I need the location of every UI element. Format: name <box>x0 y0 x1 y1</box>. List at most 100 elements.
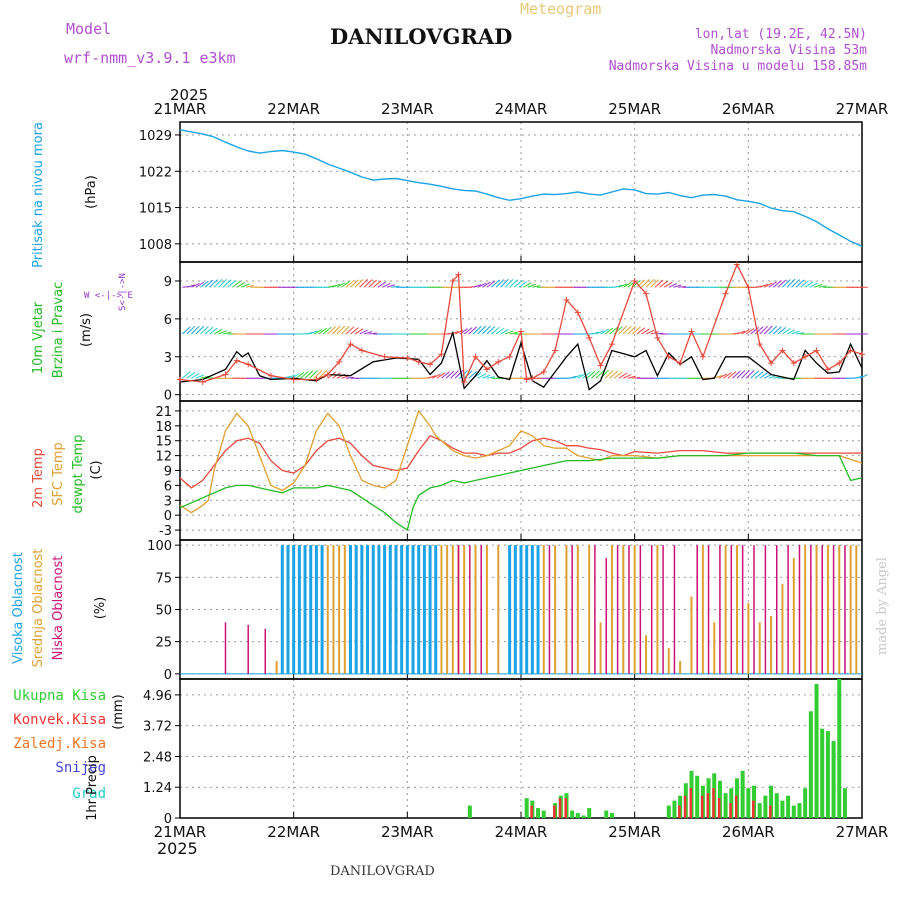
wind-arrow <box>477 282 487 288</box>
precip-total-bar <box>746 788 751 818</box>
precip-total-bar <box>786 795 791 818</box>
wind-arrow <box>454 369 464 379</box>
precip-total-bar <box>575 813 580 818</box>
wind-ylabel-1: 10m Vjetar <box>31 301 46 374</box>
wind-arrow <box>486 326 496 335</box>
wind-arrow <box>218 330 227 335</box>
wind-arrow <box>200 326 209 335</box>
wind-arrow <box>213 328 223 335</box>
precip-convective-bar <box>752 800 755 818</box>
y-tick-label: 1008 <box>139 238 172 253</box>
wind-arrow <box>450 370 459 379</box>
y-tick-label: 0 <box>164 668 172 683</box>
wind-arrow <box>782 279 791 288</box>
wind-arrow <box>504 330 514 335</box>
wind-arrow <box>186 284 195 288</box>
pressure-unit: (hPa) <box>84 175 99 209</box>
wind-arrow <box>791 279 800 288</box>
y-tick-label: 4.96 <box>143 689 172 704</box>
precip-convective-bar <box>706 793 710 818</box>
wind-arrow <box>645 329 655 335</box>
wind-arrow <box>459 328 468 335</box>
wind-arrow <box>855 375 864 379</box>
wind-gust-marker <box>455 271 462 278</box>
bottom-year-label: 2025 <box>157 839 198 858</box>
wind-arrow <box>345 376 355 379</box>
model-label: Model <box>66 20 111 38</box>
wind-arrow <box>532 285 541 288</box>
wind-arrow <box>786 329 796 335</box>
wind-arrow <box>345 280 355 288</box>
top-date-label: 25MAR <box>608 100 661 118</box>
wind-gust-marker <box>324 371 331 378</box>
wind-arrow <box>763 325 773 335</box>
wind-arrow <box>723 372 732 379</box>
wind-arrow <box>714 374 723 379</box>
wind-arrow <box>372 280 382 288</box>
wind-arrow <box>595 369 605 379</box>
temp-ylabel-1: 2m Temp <box>31 448 46 508</box>
wind-gust-marker <box>665 353 672 360</box>
wind-arrow <box>750 327 759 335</box>
wind-arrow <box>313 369 323 379</box>
wind-gust-marker <box>790 360 797 367</box>
wind-arrow <box>513 280 523 288</box>
wind-gust-marker <box>267 372 274 379</box>
y-tick-label: 3 <box>164 494 172 509</box>
wind-arrow <box>636 327 646 335</box>
wind-arrow <box>186 325 196 335</box>
wind-arrow <box>663 281 673 288</box>
wind-arrow <box>645 278 655 288</box>
wind-arrow <box>814 283 823 288</box>
wind-arrow <box>618 372 628 379</box>
wind-arrow <box>486 280 496 288</box>
wind-arrow <box>482 374 491 379</box>
wind-dir-legend-ew: W <-|-> E <box>84 291 133 301</box>
footer-title: DANILOVGRAD <box>330 864 435 879</box>
wind-arrow <box>363 330 373 335</box>
wind-gust-marker <box>563 296 570 303</box>
cloud-ylabel-3: Niska Oblacnost <box>51 556 66 661</box>
bottom-date-label: 22MAR <box>267 823 320 841</box>
wind-arrow <box>209 279 218 288</box>
wind-gust-marker <box>847 347 854 354</box>
wind-unit: (m/s) <box>79 313 94 347</box>
wind-arrow <box>445 370 455 379</box>
wind-arrow <box>473 284 482 288</box>
model-name: wrf-nmm_v3.9.1 e3km <box>64 49 236 67</box>
wind-arrow <box>332 283 341 288</box>
y-tick-label: 100 <box>147 539 172 554</box>
wind-arrow <box>604 370 614 379</box>
temp-dewpt-line <box>179 452 863 532</box>
wind-arrow <box>222 279 232 288</box>
top-date-label: 26MAR <box>722 100 775 118</box>
wind-arrow <box>777 327 787 335</box>
wind-arrow <box>727 371 737 379</box>
wind-gust-marker <box>438 351 445 358</box>
y-tick-label: 1015 <box>139 202 172 217</box>
y-tick-label: 0 <box>164 389 172 404</box>
wind-arrow <box>204 279 214 288</box>
y-tick-label: 1.24 <box>143 781 172 796</box>
wind-arrow <box>495 327 505 335</box>
wind-arrow <box>650 279 659 288</box>
precip-total-bar <box>541 810 546 818</box>
wind-arrow <box>509 279 518 288</box>
meteogram-subtitle: Meteogram <box>520 0 601 18</box>
wind-arrow <box>500 329 509 335</box>
cloud-unit: (%) <box>93 597 108 620</box>
wind-arrow <box>427 375 436 379</box>
y-tick-label: -3 <box>159 524 172 539</box>
wind-arrow <box>659 280 668 288</box>
wind-arrow <box>313 328 323 335</box>
precip-total-bar <box>666 805 671 818</box>
y-tick-label: 1022 <box>139 165 172 180</box>
wind-gust-marker <box>222 371 229 378</box>
wind-gust-marker <box>768 360 775 367</box>
wind-arrow <box>486 376 496 379</box>
wind-arrow <box>432 373 441 379</box>
wind-arrow <box>468 371 478 379</box>
wind-arrow <box>332 372 341 379</box>
wind-gust-marker <box>290 376 297 383</box>
wind-arrow <box>377 281 387 288</box>
